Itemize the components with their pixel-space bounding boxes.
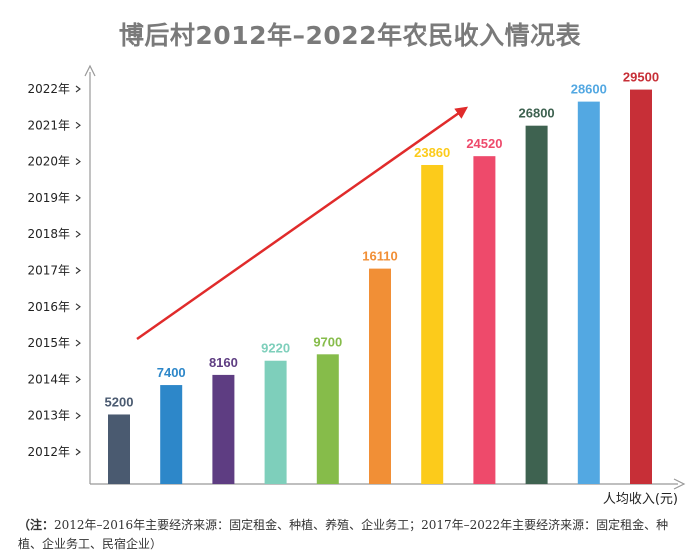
bar-value-label: 29500 xyxy=(623,70,659,85)
bar xyxy=(212,374,235,484)
x-axis-arrow-icon xyxy=(673,478,686,490)
y-tick-label: 2016年 xyxy=(27,300,70,314)
chart-title: 博后村2012年–2022年农民收入情况表 xyxy=(118,21,582,50)
y-tick-chevron-icon xyxy=(75,194,81,202)
bar xyxy=(421,164,444,484)
y-tick-chevron-icon xyxy=(75,121,81,129)
y-tick-label: 2013年 xyxy=(27,409,70,423)
y-tick-chevron-icon xyxy=(75,303,81,311)
bar xyxy=(630,89,652,485)
bar xyxy=(577,101,600,485)
y-tick-label: 2020年 xyxy=(27,155,70,169)
bar-value-label: 5200 xyxy=(105,394,134,409)
y-tick-label: 2012年 xyxy=(27,445,70,459)
y-tick-chevron-icon xyxy=(75,375,81,383)
y-tick-label: 2022年 xyxy=(27,82,70,96)
bar-value-label: 28600 xyxy=(571,82,607,97)
bar-chart: 2012年 2013年 2014年 2015年 2016年 2017年 2018年 2019年… xyxy=(27,64,686,507)
y-tick-label: 2017年 xyxy=(27,264,70,278)
y-tick-chevron-icon xyxy=(75,339,81,347)
y-tick-chevron-icon xyxy=(75,267,81,274)
y-tick-label: 2018年 xyxy=(27,227,70,241)
bar xyxy=(316,354,339,484)
bar xyxy=(369,268,391,484)
y-tick-chevron-icon xyxy=(75,230,81,238)
y-tick-label: 2014年 xyxy=(27,372,70,386)
footnote: （注：2012年–2016年主要经济来源：固定租金、种植、养殖、企业务工；201… xyxy=(18,516,686,554)
bar xyxy=(473,156,496,484)
y-tick-chevron-icon xyxy=(75,158,81,166)
bar xyxy=(525,125,548,485)
bar-value-label: 8160 xyxy=(209,355,238,370)
y-tick-chevron-icon xyxy=(75,448,81,456)
bar-value-label: 9700 xyxy=(313,334,342,349)
bar-value-label: 16110 xyxy=(362,249,397,264)
x-axis-label: 人均收入(元) xyxy=(603,492,678,507)
bar-value-label: 26800 xyxy=(519,106,555,121)
bar-value-label: 7400 xyxy=(157,365,186,380)
y-tick-label: 2021年 xyxy=(27,118,70,132)
y-tick-label: 2019年 xyxy=(27,191,70,205)
footnote-text: 2012年–2016年主要经济来源：固定租金、种植、养殖、企业务工；2017年–… xyxy=(18,518,669,551)
bar-value-label: 23860 xyxy=(414,145,450,160)
y-tick-chevron-icon xyxy=(75,85,81,93)
y-tick-label: 2015年 xyxy=(27,336,70,350)
bar xyxy=(160,385,183,484)
bar-value-label: 24520 xyxy=(466,136,502,151)
footnote-lead: （注： xyxy=(18,518,55,532)
bar xyxy=(264,360,287,484)
trend-arrow xyxy=(136,106,469,341)
y-axis-arrow-icon xyxy=(84,64,96,77)
bar-value-label: 9220 xyxy=(261,341,290,356)
y-tick-chevron-icon xyxy=(75,412,81,420)
bar xyxy=(108,414,130,484)
